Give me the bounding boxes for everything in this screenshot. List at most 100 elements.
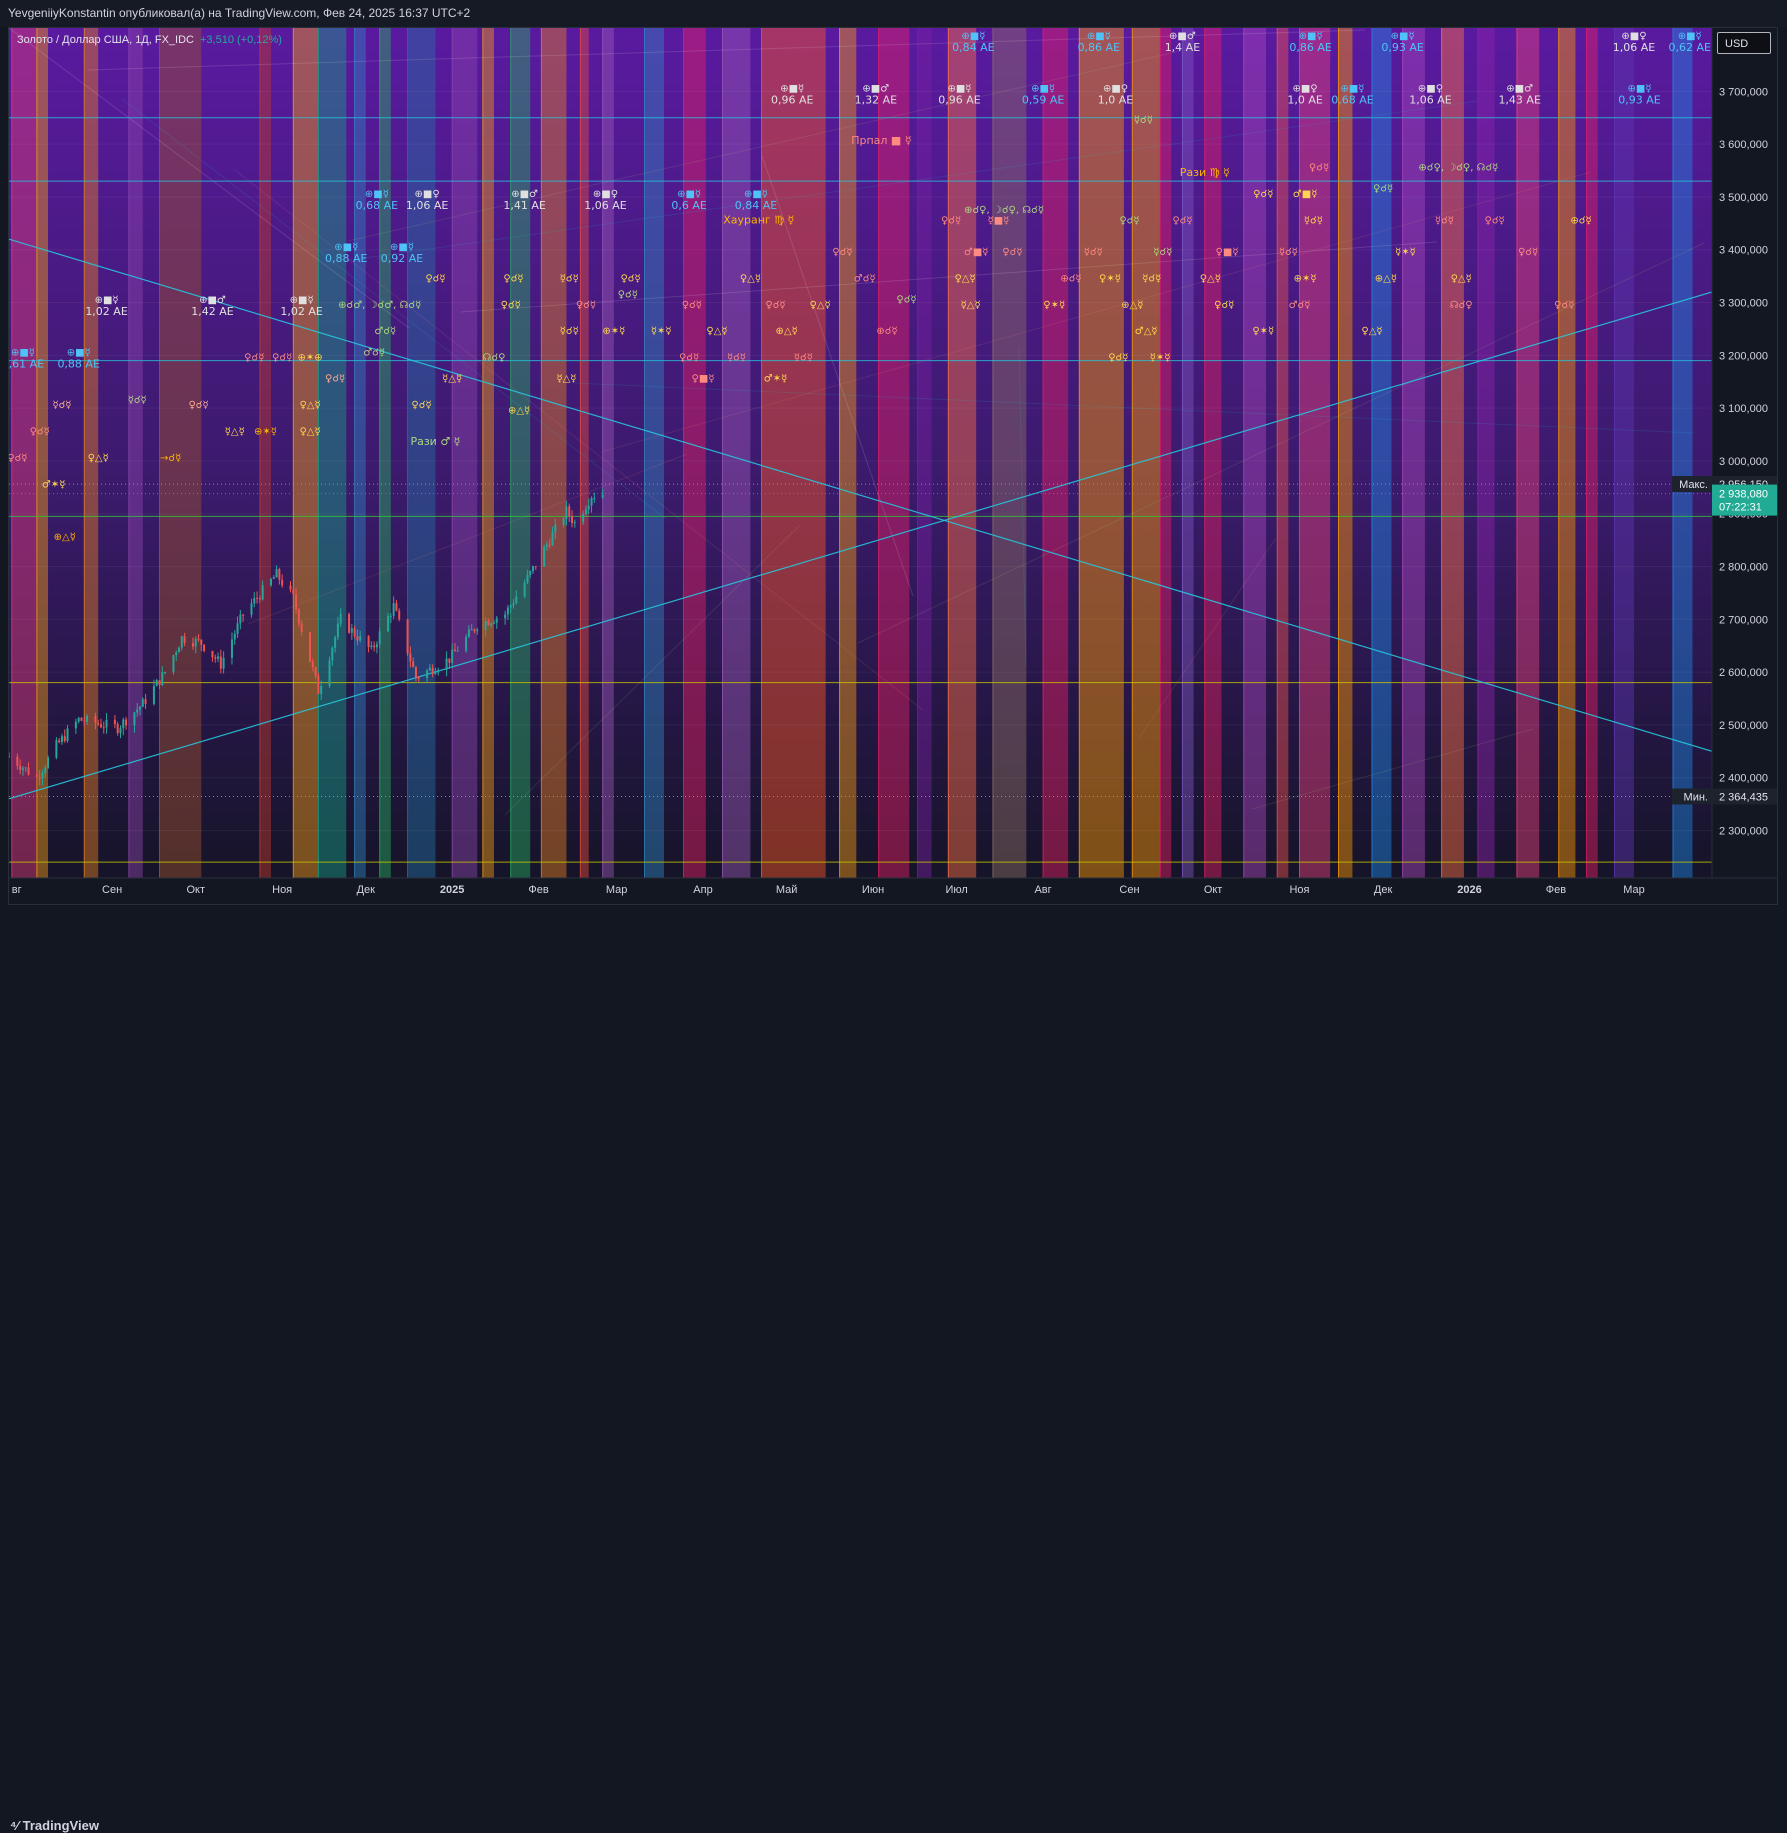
- candle[interactable]: [295, 594, 298, 610]
- candle[interactable]: [587, 505, 590, 510]
- candle[interactable]: [551, 532, 554, 546]
- candle[interactable]: [398, 610, 401, 620]
- candle[interactable]: [417, 677, 420, 679]
- candle[interactable]: [200, 639, 203, 645]
- candle[interactable]: [565, 506, 568, 519]
- candle[interactable]: [161, 672, 164, 685]
- candle[interactable]: [60, 736, 63, 743]
- candle[interactable]: [214, 657, 217, 659]
- candle[interactable]: [152, 686, 155, 704]
- candle[interactable]: [582, 513, 585, 523]
- candle[interactable]: [297, 609, 300, 624]
- candle[interactable]: [562, 518, 565, 525]
- candle[interactable]: [523, 582, 526, 597]
- candle[interactable]: [487, 621, 490, 626]
- candle[interactable]: [155, 680, 158, 687]
- candle[interactable]: [543, 546, 546, 567]
- candle[interactable]: [309, 631, 312, 662]
- candle[interactable]: [529, 570, 532, 575]
- candle[interactable]: [465, 636, 468, 651]
- candle[interactable]: [512, 603, 515, 606]
- candle[interactable]: [317, 675, 320, 694]
- candle[interactable]: [21, 768, 24, 770]
- candle[interactable]: [24, 767, 27, 769]
- candle[interactable]: [47, 757, 50, 768]
- candle[interactable]: [105, 719, 108, 728]
- candle[interactable]: [99, 724, 102, 728]
- candle[interactable]: [470, 629, 473, 631]
- candle[interactable]: [116, 724, 119, 734]
- candle[interactable]: [194, 638, 197, 647]
- candle[interactable]: [278, 569, 281, 580]
- candle[interactable]: [387, 616, 390, 632]
- candle[interactable]: [35, 774, 38, 777]
- candle[interactable]: [44, 767, 47, 774]
- candle[interactable]: [236, 623, 239, 634]
- candle[interactable]: [242, 614, 245, 616]
- candle[interactable]: [158, 680, 161, 685]
- candle[interactable]: [211, 650, 214, 658]
- candle[interactable]: [554, 524, 557, 533]
- candle[interactable]: [83, 720, 86, 722]
- candle[interactable]: [289, 585, 292, 590]
- candle[interactable]: [370, 645, 373, 648]
- candle[interactable]: [392, 603, 395, 616]
- candle[interactable]: [445, 658, 448, 670]
- candle[interactable]: [350, 628, 353, 633]
- candle[interactable]: [534, 566, 537, 568]
- candle[interactable]: [258, 598, 261, 600]
- candle[interactable]: [348, 614, 351, 633]
- candle[interactable]: [41, 773, 44, 779]
- candle[interactable]: [453, 649, 456, 652]
- candle[interactable]: [233, 633, 236, 640]
- candle[interactable]: [141, 699, 144, 707]
- candle[interactable]: [136, 709, 139, 713]
- candle[interactable]: [27, 767, 30, 775]
- candle[interactable]: [77, 717, 80, 722]
- candle[interactable]: [389, 615, 392, 617]
- candle[interactable]: [144, 699, 147, 704]
- candle[interactable]: [113, 719, 116, 725]
- candle[interactable]: [590, 498, 593, 506]
- candle[interactable]: [414, 667, 417, 678]
- candle[interactable]: [448, 658, 451, 663]
- candle[interactable]: [217, 656, 220, 659]
- candle[interactable]: [353, 628, 356, 637]
- candle[interactable]: [19, 765, 22, 770]
- candle[interactable]: [568, 506, 571, 517]
- candle[interactable]: [172, 655, 175, 673]
- candle[interactable]: [504, 614, 507, 619]
- candle[interactable]: [526, 574, 529, 583]
- candle[interactable]: [38, 776, 41, 779]
- candle[interactable]: [281, 579, 284, 586]
- candle[interactable]: [270, 578, 272, 586]
- candle[interactable]: [331, 647, 334, 661]
- candle[interactable]: [261, 585, 264, 600]
- candle[interactable]: [473, 629, 476, 631]
- candle[interactable]: [178, 647, 181, 653]
- candle[interactable]: [16, 756, 19, 766]
- candle[interactable]: [328, 660, 331, 686]
- candle[interactable]: [119, 728, 122, 734]
- candle[interactable]: [434, 672, 437, 674]
- candle[interactable]: [102, 727, 105, 729]
- candle[interactable]: [336, 623, 339, 638]
- candle[interactable]: [476, 629, 479, 631]
- candle[interactable]: [339, 614, 342, 624]
- currency-selector-button[interactable]: USD: [1717, 32, 1771, 54]
- candle[interactable]: [74, 721, 77, 729]
- candle[interactable]: [356, 636, 359, 641]
- candle[interactable]: [601, 494, 604, 498]
- candle[interactable]: [509, 605, 512, 608]
- candle[interactable]: [545, 544, 548, 547]
- candle[interactable]: [573, 522, 576, 524]
- candle[interactable]: [180, 636, 183, 648]
- candle[interactable]: [80, 717, 83, 721]
- candle[interactable]: [300, 623, 303, 632]
- candle[interactable]: [8, 756, 10, 758]
- candle[interactable]: [548, 544, 551, 546]
- candle[interactable]: [378, 631, 381, 645]
- candle[interactable]: [66, 728, 69, 741]
- candle[interactable]: [139, 706, 141, 710]
- candle[interactable]: [532, 566, 534, 571]
